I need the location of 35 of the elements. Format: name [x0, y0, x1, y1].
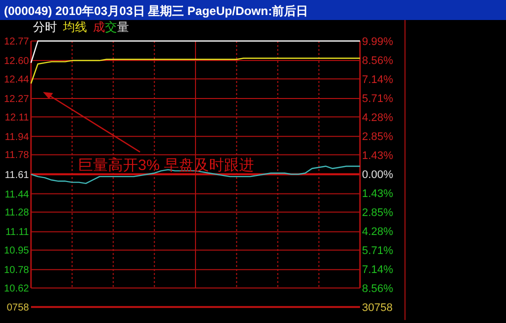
y-tick-label: 12.60	[4, 56, 30, 68]
y2-tick-label: 5.71%	[362, 244, 394, 257]
y2-tick-label: 8.56%	[362, 54, 394, 67]
text: 0758	[6, 302, 30, 314]
y-tick-label: 11.28	[4, 208, 30, 219]
y-tick-label: 11.11	[5, 227, 30, 238]
y2-tick-label: 7.14%	[362, 264, 394, 276]
y-tick-label: 12.44	[4, 74, 30, 86]
y-tick-label: 11.94	[4, 132, 30, 143]
y2-tick-label: 1.43%	[362, 150, 394, 162]
y2-tick-label: 0.00%	[362, 168, 394, 181]
text: 均线	[62, 20, 87, 34]
text: 成交量	[93, 20, 129, 34]
y-tick-label: 12.77	[4, 36, 30, 48]
y-tick-label: 11.44	[4, 189, 30, 200]
chart-title: (000049) 2010年03月03日 星期三 PageUp/Down:前后日	[4, 4, 308, 18]
y2-tick-label: 2.85%	[362, 206, 394, 219]
y2-tick-label: 7.14%	[362, 74, 394, 86]
y2-tick-label: 9.99%	[362, 36, 394, 48]
y2-tick-label: 8.56%	[362, 282, 394, 295]
y-tick-label: 12.27	[4, 94, 30, 105]
y2-tick-label: 4.28%	[362, 226, 394, 238]
series-label: 分时	[33, 20, 57, 34]
y-tick-label: 10.62	[4, 284, 30, 294]
y2-tick-label: 4.28%	[362, 112, 394, 124]
y-tick-label: 10.78	[4, 265, 30, 276]
line-series	[30, 58, 361, 84]
text: 30758	[362, 302, 393, 314]
y2-tick-label: 5.71%	[362, 92, 394, 105]
y-tick-label: 12.11	[4, 112, 30, 124]
y-tick-label: 11.61	[4, 170, 30, 181]
y-tick-label: 11.78	[4, 150, 30, 162]
y2-tick-label: 1.43%	[362, 188, 394, 200]
y-tick-label: 10.95	[4, 246, 30, 257]
y2-tick-label: 2.85%	[362, 130, 394, 143]
